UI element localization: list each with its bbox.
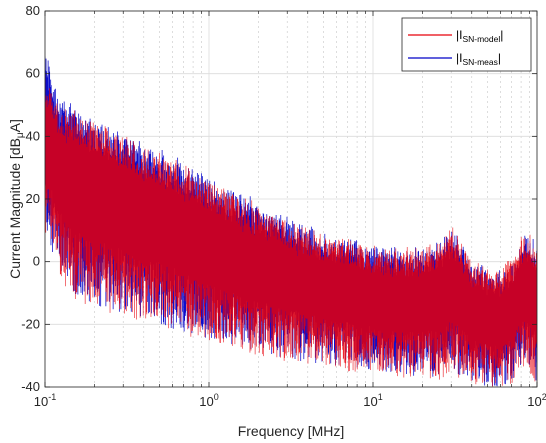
legend-meas-tail: |	[498, 51, 501, 65]
y-tick-label: 60	[26, 66, 40, 81]
legend-meas-sub: SN-meas	[462, 57, 497, 67]
legend-meas-main: |I	[456, 51, 462, 65]
y-tick-label: 80	[26, 3, 40, 18]
x-tick-label-exp: 0	[214, 392, 219, 402]
y-tick-label: 0	[33, 254, 40, 269]
legend-model-main: |I	[456, 28, 462, 42]
y-tick-label: 40	[26, 128, 40, 143]
legend-model-tail: |	[500, 28, 503, 42]
x-tick-label: 101	[363, 392, 382, 409]
legend-entry-meas: |ISN-meas|	[456, 51, 501, 67]
legend-model-sub: SN-model	[462, 34, 500, 44]
x-tick-label-base: 10	[34, 394, 48, 409]
series-layer	[45, 56, 537, 387]
legend-entry-model: |ISN-model|	[456, 28, 503, 44]
y-axis-label-main: Current Magnitude [dB	[7, 138, 23, 279]
x-tick-label-base: 10	[199, 394, 213, 409]
series-line-sn-model	[45, 74, 537, 387]
y-tick-label: 20	[26, 191, 40, 206]
x-tick-label: 10-1	[34, 392, 56, 409]
x-tick-labels: 10-1 100 101 102	[34, 392, 546, 409]
y-tick-label: -40	[21, 379, 40, 394]
x-tick-label-exp: -1	[48, 392, 56, 402]
x-tick-label-base: 10	[527, 394, 541, 409]
x-tick-label-exp: 2	[542, 392, 546, 402]
y-tick-labels: -40 -20 0 20 40 60 80	[21, 3, 40, 394]
x-tick-label: 100	[199, 392, 218, 409]
y-tick-label: -20	[21, 316, 40, 331]
y-axis-label-tail: A]	[7, 119, 23, 132]
x-axis-label: Frequency [MHz]	[238, 423, 345, 439]
legend: |ISN-model| |ISN-meas|	[401, 17, 532, 72]
x-tick-label-exp: 1	[378, 392, 383, 402]
y-axis-label: Current Magnitude [dBμA]	[7, 119, 26, 279]
y-axis-label-unit-sub: μ	[15, 132, 26, 138]
ticks	[44, 10, 538, 388]
x-tick-label-base: 10	[363, 394, 377, 409]
x-tick-label: 102	[527, 392, 546, 409]
legend-box	[401, 17, 532, 72]
